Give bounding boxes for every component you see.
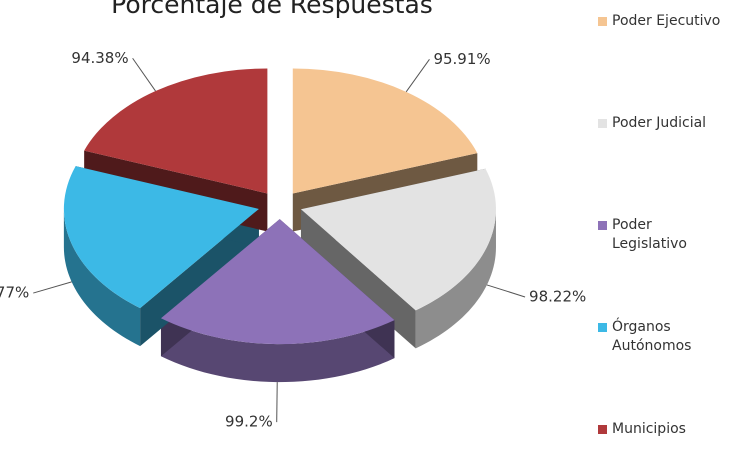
slice <box>84 68 268 194</box>
legend-item: Municipios <box>598 420 722 439</box>
legend-label: Poder Judicial <box>612 115 707 131</box>
leader-line <box>33 281 72 294</box>
slice <box>63 166 259 309</box>
slice-side <box>160 318 395 383</box>
legend-label: Poder Legislativo <box>612 217 687 252</box>
legend-label: Municipios <box>612 421 686 437</box>
chart-title: Porcentaje de Respuestas <box>111 0 433 19</box>
legend-swatch <box>598 119 607 128</box>
slice-side <box>63 208 141 347</box>
slice-side <box>415 209 496 349</box>
legend: Poder Ejecutivo Poder Judicial Poder Legis… <box>598 0 736 458</box>
leader-line <box>405 59 430 93</box>
slice <box>292 68 478 194</box>
legend-item: Poder Legislativo <box>598 216 722 254</box>
legend-swatch <box>598 323 607 332</box>
slice-tops <box>63 68 496 345</box>
leader-line <box>276 382 278 423</box>
slice <box>160 219 395 345</box>
data-label: 94.38% <box>71 49 128 67</box>
slice <box>300 168 496 311</box>
legend-swatch <box>598 17 607 26</box>
legend-item: Poder Judicial <box>598 114 722 133</box>
leader-line <box>486 284 526 298</box>
pie-area: Porcentaje de Respuestas 95.91% 98.22% 99.… <box>0 0 586 431</box>
legend-swatch <box>598 425 607 434</box>
data-label: 98.22% <box>529 287 586 305</box>
legend-item: Poder Ejecutivo <box>598 12 722 31</box>
data-label: 97.77% <box>0 284 29 302</box>
legend-label: Poder Ejecutivo <box>612 13 721 29</box>
data-label: 95.91% <box>433 50 490 68</box>
legend-swatch <box>598 221 607 230</box>
legend-label: Órganos Autónomos <box>612 319 692 354</box>
slice-face <box>300 209 416 349</box>
legend-item: Órganos Autónomos <box>598 318 722 356</box>
data-label: 99.2% <box>225 413 273 431</box>
leader-line <box>132 57 156 92</box>
